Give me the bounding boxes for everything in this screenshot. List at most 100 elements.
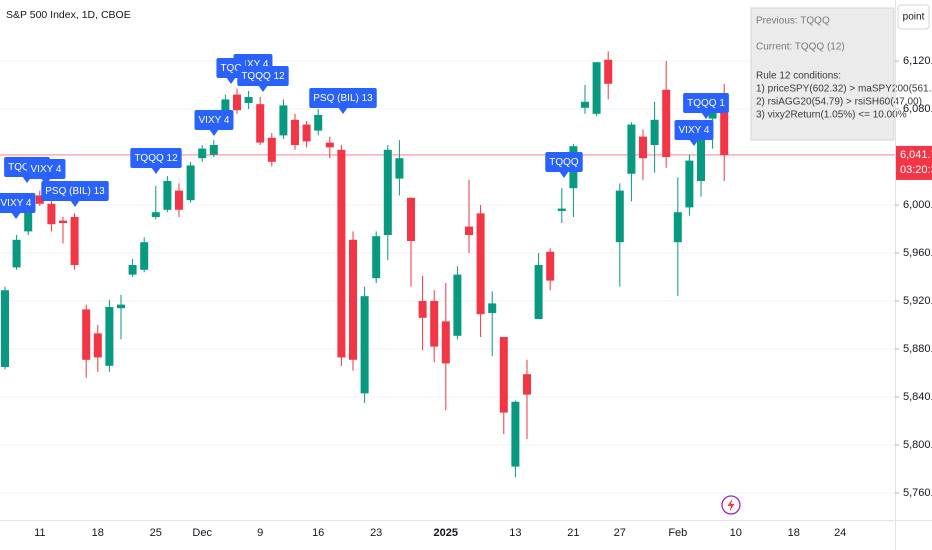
- candle: [372, 231, 381, 283]
- x-tick-label: Feb: [668, 527, 687, 539]
- candle: [488, 291, 497, 357]
- replay-icon[interactable]: [721, 495, 741, 515]
- candle: [476, 204, 485, 337]
- candle-body: [592, 62, 601, 114]
- candle: [465, 179, 473, 253]
- annotation-label: PSQ (BIL) 13: [313, 93, 373, 104]
- annotation-pointer: [338, 107, 348, 114]
- candle: [256, 96, 265, 145]
- candle: [441, 282, 450, 411]
- x-tick-label: 10: [730, 527, 742, 539]
- candle-body: [360, 296, 369, 394]
- candle: [453, 266, 462, 340]
- candle-body: [291, 119, 299, 145]
- annotation-pointer: [151, 167, 161, 174]
- candle: [395, 140, 404, 196]
- candle-body: [349, 239, 357, 360]
- candle-body: [1, 290, 9, 367]
- x-tick-label: 18: [92, 527, 104, 539]
- candle-body: [418, 300, 427, 318]
- candle-body: [523, 374, 531, 395]
- annotation: PSQ (BIL) 13: [309, 88, 377, 114]
- candle: [198, 144, 207, 162]
- x-tick-label: 25: [150, 527, 162, 539]
- candle-body: [407, 197, 415, 241]
- annotation-label: PSQ (BIL) 13: [45, 186, 105, 197]
- candle-body: [488, 303, 497, 313]
- x-tick-label: 13: [509, 527, 521, 539]
- candle: [523, 359, 531, 439]
- candle: [59, 216, 67, 244]
- annotation-box: [194, 110, 234, 130]
- annotation-box: [0, 193, 36, 213]
- candle: [673, 177, 682, 297]
- y-tick-label: 6,080.00: [903, 103, 932, 115]
- candle-body: [35, 195, 44, 204]
- x-tick-label: 23: [370, 527, 382, 539]
- annotation-label: TQQQ 1: [687, 98, 725, 109]
- annotation-label: TQQQ: [549, 157, 579, 168]
- y-axis: 5,760.00 5,800.00 5,840.00 5,880.00 5,920.00…: [895, 55, 932, 499]
- candle-body: [209, 144, 218, 155]
- candle: [291, 113, 299, 150]
- annotation-pointer: [559, 171, 569, 178]
- candle-body: [546, 251, 555, 281]
- candle: [209, 140, 218, 157]
- candle-body: [430, 300, 439, 347]
- candle-body: [685, 160, 694, 208]
- annotation-box: [309, 88, 377, 108]
- candle: [418, 275, 427, 351]
- candle: [383, 144, 392, 261]
- y-tick-label: 5,800.00: [903, 439, 932, 451]
- candle-body: [175, 190, 183, 210]
- annotation-pointer: [258, 85, 268, 92]
- y-tick-label: 5,840.00: [903, 391, 932, 403]
- annotation-box: [130, 148, 182, 168]
- candle-body: [325, 142, 334, 148]
- annotation-pointer: [70, 200, 80, 207]
- candle: [592, 62, 601, 117]
- candle-body: [314, 114, 323, 131]
- annotation: PSQ (BIL) 13: [41, 181, 109, 207]
- y-tick-label: 6,120.00: [903, 55, 932, 67]
- candle-body: [302, 124, 311, 142]
- annotation-label: VIXY 4: [238, 59, 269, 70]
- icon-bolt[interactable]: [727, 498, 735, 512]
- x-tick-label: 2025: [434, 527, 458, 539]
- candle: [314, 108, 323, 136]
- candle: [1, 286, 9, 370]
- candle: [233, 88, 241, 114]
- plot-area: [0, 51, 895, 478]
- candle-body: [105, 306, 114, 366]
- annotation: TQQQ 12: [237, 66, 289, 92]
- candle: [302, 120, 311, 148]
- candle-body: [256, 104, 265, 143]
- candle: [546, 248, 555, 291]
- scale-button-label[interactable]: point: [903, 12, 925, 23]
- candle-body: [534, 264, 543, 319]
- candle-body: [163, 180, 172, 210]
- candle: [430, 290, 439, 363]
- candle: [615, 183, 624, 287]
- candle: [93, 324, 102, 372]
- info-line: Rule 12 conditions:: [756, 71, 841, 82]
- annotation-label: VIXY 4: [199, 115, 230, 126]
- candle: [12, 234, 21, 270]
- candle: [685, 154, 694, 216]
- candle-body: [476, 213, 485, 315]
- annotation-box: [545, 152, 583, 172]
- candle-body: [615, 190, 624, 243]
- candle-body: [465, 226, 473, 235]
- x-tick-label: 21: [567, 527, 579, 539]
- candle: [47, 197, 56, 232]
- scale-button[interactable]: [897, 4, 930, 30]
- candle: [337, 144, 346, 366]
- annotation: TQQQ 1: [683, 93, 729, 119]
- candle: [186, 161, 195, 203]
- candle: [151, 185, 160, 220]
- candle: [650, 101, 659, 173]
- candle: [244, 90, 253, 109]
- x-tick-label: Dec: [192, 527, 212, 539]
- candle-body: [82, 309, 91, 360]
